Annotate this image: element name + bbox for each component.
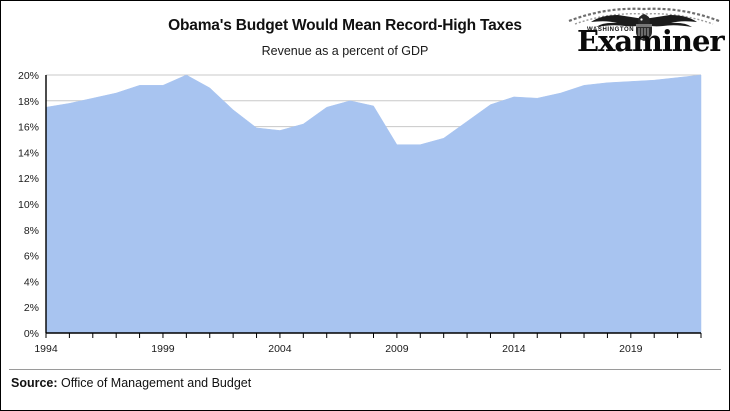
logo-kicker: WASHINGTON	[587, 27, 635, 33]
washington-examiner-logo: WASHINGTON Examiner	[565, 5, 725, 61]
svg-text:2004: 2004	[268, 343, 292, 355]
svg-text:10%: 10%	[18, 199, 39, 211]
source-text: Office of Management and Budget	[57, 376, 252, 390]
y-axis-tick-labels: 0% 2% 4% 6% 8% 10% 12% 14% 16% 18% 20%	[18, 70, 39, 340]
svg-text:2%: 2%	[24, 302, 39, 314]
logo-wordmark: Examiner	[577, 24, 725, 58]
svg-text:0%: 0%	[24, 328, 39, 340]
svg-text:2014: 2014	[502, 343, 526, 355]
chart-header: Obama's Budget Would Mean Record-High Ta…	[1, 1, 729, 65]
svg-text:14%: 14%	[18, 147, 39, 159]
footer-divider	[9, 369, 721, 370]
svg-text:12%: 12%	[18, 173, 39, 185]
svg-text:18%: 18%	[18, 96, 39, 108]
area-series-revenue	[45, 74, 702, 334]
svg-text:1994: 1994	[34, 343, 58, 355]
svg-text:20%: 20%	[18, 70, 39, 82]
svg-text:4%: 4%	[24, 276, 39, 288]
chart-subtitle: Revenue as a percent of GDP	[261, 44, 429, 58]
x-axis-tick-labels: 1994 1999 2004 2009 2014 2019	[34, 343, 642, 355]
eagle-crest-icon	[568, 7, 720, 41]
page-title: Obama's Budget Would Mean Record-High Ta…	[168, 17, 522, 34]
source-label: Source:	[11, 376, 58, 390]
svg-text:16%: 16%	[18, 122, 39, 134]
axes	[45, 75, 702, 338]
svg-text:1999: 1999	[151, 343, 175, 355]
svg-text:2019: 2019	[619, 343, 643, 355]
svg-text:8%: 8%	[24, 225, 39, 237]
revenue-gdp-area-chart: 0% 2% 4% 6% 8% 10% 12% 14% 16% 18% 20% 1994 1999 200…	[18, 70, 702, 355]
svg-text:6%: 6%	[24, 251, 39, 263]
chart-area: 0% 2% 4% 6% 8% 10% 12% 14% 16% 18% 20% 1994 1999 200…	[1, 65, 729, 365]
source-note: Source: Office of Management and Budget	[11, 376, 251, 390]
svg-text:2009: 2009	[385, 343, 409, 355]
